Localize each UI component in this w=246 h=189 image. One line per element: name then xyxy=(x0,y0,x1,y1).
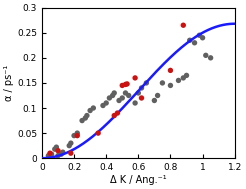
Point xyxy=(50,153,54,156)
Point xyxy=(88,109,92,112)
Point xyxy=(104,101,108,105)
Point xyxy=(85,114,89,117)
Point xyxy=(54,146,58,149)
Point xyxy=(48,152,52,155)
Point xyxy=(120,84,124,87)
Point xyxy=(193,41,197,44)
Point xyxy=(75,134,79,137)
Point xyxy=(123,83,127,86)
Point xyxy=(53,148,57,151)
Point xyxy=(75,132,79,135)
Point xyxy=(46,154,50,157)
X-axis label: Δ K / Ang.⁻¹: Δ K / Ang.⁻¹ xyxy=(110,175,167,185)
Point xyxy=(133,101,137,105)
Point xyxy=(117,99,121,102)
Point xyxy=(101,104,105,107)
Point xyxy=(197,34,201,37)
Point xyxy=(200,36,204,39)
Point xyxy=(156,94,160,97)
Point xyxy=(115,112,119,115)
Point xyxy=(120,96,124,99)
Point xyxy=(127,94,131,97)
Point xyxy=(169,84,172,87)
Point xyxy=(177,79,181,82)
Point xyxy=(139,96,143,99)
Point xyxy=(56,149,60,152)
Point xyxy=(108,96,111,99)
Point xyxy=(184,74,188,77)
Point xyxy=(144,81,148,84)
Y-axis label: α / ps⁻¹: α / ps⁻¹ xyxy=(4,65,14,101)
Point xyxy=(112,91,116,94)
Point xyxy=(67,144,71,147)
Point xyxy=(112,114,116,117)
Point xyxy=(169,69,172,72)
Point xyxy=(136,91,140,94)
Point xyxy=(181,76,185,79)
Point xyxy=(139,86,143,89)
Point xyxy=(111,94,115,97)
Point xyxy=(123,91,127,94)
Point xyxy=(61,151,65,154)
Point xyxy=(91,107,95,110)
Point xyxy=(69,152,73,155)
Point xyxy=(204,54,208,57)
Point xyxy=(96,132,100,135)
Point xyxy=(153,99,156,102)
Point xyxy=(83,117,87,120)
Point xyxy=(160,81,164,84)
Point xyxy=(69,142,73,145)
Point xyxy=(209,56,213,59)
Point xyxy=(80,119,84,122)
Point xyxy=(59,153,63,156)
Point xyxy=(188,39,192,42)
Point xyxy=(181,24,185,27)
Point xyxy=(72,134,76,137)
Point xyxy=(133,76,137,79)
Point xyxy=(125,82,129,85)
Point xyxy=(56,154,60,157)
